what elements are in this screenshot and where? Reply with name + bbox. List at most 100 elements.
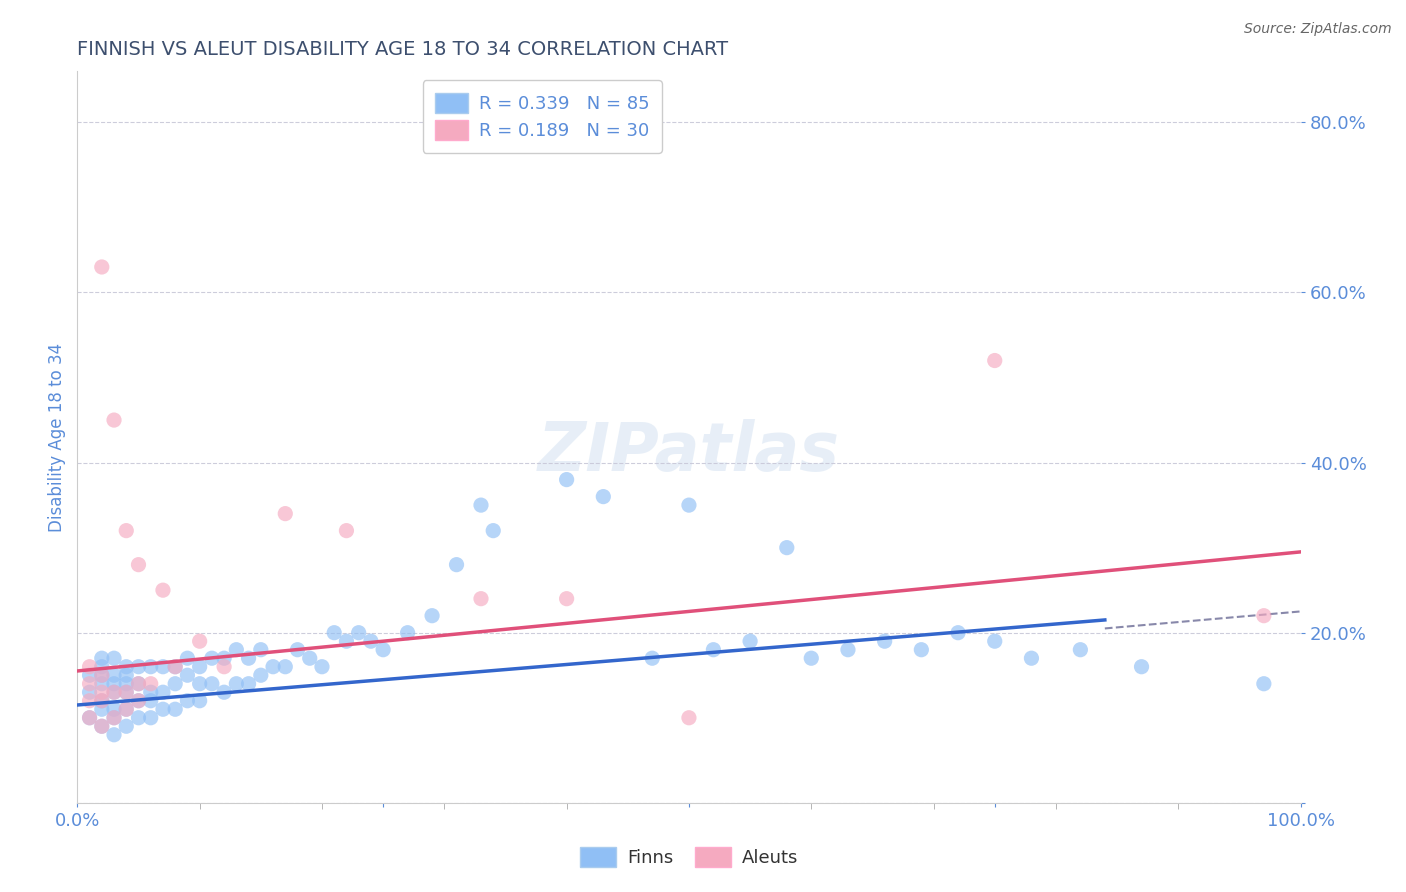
Point — [103, 413, 125, 427]
Point — [115, 719, 138, 733]
Point — [702, 642, 724, 657]
Point — [90, 668, 112, 682]
Point — [103, 651, 125, 665]
Point — [90, 685, 112, 699]
Point — [1021, 651, 1043, 665]
Point — [188, 634, 211, 648]
Point — [1069, 642, 1091, 657]
Point — [470, 498, 492, 512]
Point — [139, 711, 162, 725]
Point — [946, 625, 969, 640]
Point — [274, 659, 297, 673]
Point — [201, 677, 224, 691]
Point — [250, 642, 273, 657]
Point — [212, 651, 235, 665]
Point — [90, 668, 112, 682]
Legend: Finns, Aleuts: Finns, Aleuts — [572, 840, 806, 874]
Point — [115, 685, 138, 699]
Point — [103, 677, 125, 691]
Point — [139, 677, 162, 691]
Point — [212, 659, 235, 673]
Point — [115, 677, 138, 691]
Point — [641, 651, 664, 665]
Point — [165, 659, 187, 673]
Point — [103, 685, 125, 699]
Text: FINNISH VS ALEUT DISABILITY AGE 18 TO 34 CORRELATION CHART: FINNISH VS ALEUT DISABILITY AGE 18 TO 34… — [77, 39, 728, 59]
Point — [176, 651, 198, 665]
Point — [335, 634, 357, 648]
Point — [287, 642, 309, 657]
Point — [90, 719, 112, 733]
Point — [103, 685, 125, 699]
Point — [103, 711, 125, 725]
Point — [837, 642, 859, 657]
Point — [90, 719, 112, 733]
Point — [238, 651, 260, 665]
Point — [139, 694, 162, 708]
Point — [740, 634, 762, 648]
Point — [127, 694, 149, 708]
Point — [115, 659, 138, 673]
Point — [127, 694, 149, 708]
Point — [678, 498, 700, 512]
Point — [127, 558, 149, 572]
Point — [984, 353, 1007, 368]
Point — [873, 634, 896, 648]
Point — [79, 711, 101, 725]
Point — [165, 659, 187, 673]
Point — [298, 651, 321, 665]
Point — [152, 702, 174, 716]
Point — [323, 625, 346, 640]
Point — [188, 659, 211, 673]
Point — [79, 668, 101, 682]
Point — [360, 634, 382, 648]
Point — [274, 507, 297, 521]
Point — [188, 677, 211, 691]
Point — [103, 702, 125, 716]
Point — [984, 634, 1007, 648]
Point — [396, 625, 419, 640]
Point — [127, 677, 149, 691]
Point — [103, 711, 125, 725]
Point — [262, 659, 284, 673]
Point — [152, 659, 174, 673]
Point — [212, 685, 235, 699]
Point — [152, 583, 174, 598]
Point — [776, 541, 799, 555]
Point — [115, 702, 138, 716]
Point — [250, 668, 273, 682]
Point — [127, 711, 149, 725]
Point — [238, 677, 260, 691]
Point — [115, 668, 138, 682]
Point — [115, 702, 138, 716]
Point — [79, 711, 101, 725]
Point — [115, 524, 138, 538]
Point — [90, 694, 112, 708]
Point — [555, 473, 578, 487]
Point — [1253, 677, 1275, 691]
Point — [201, 651, 224, 665]
Point — [165, 702, 187, 716]
Point — [90, 260, 112, 274]
Point — [592, 490, 614, 504]
Point — [79, 694, 101, 708]
Point — [678, 711, 700, 725]
Point — [139, 659, 162, 673]
Point — [139, 685, 162, 699]
Point — [311, 659, 333, 673]
Point — [446, 558, 468, 572]
Point — [910, 642, 932, 657]
Point — [176, 668, 198, 682]
Point — [79, 677, 101, 691]
Point — [115, 685, 138, 699]
Point — [103, 728, 125, 742]
Text: ZIPatlas: ZIPatlas — [538, 418, 839, 484]
Point — [90, 651, 112, 665]
Point — [470, 591, 492, 606]
Point — [90, 702, 112, 716]
Point — [79, 659, 101, 673]
Point — [176, 694, 198, 708]
Point — [1253, 608, 1275, 623]
Point — [188, 694, 211, 708]
Point — [371, 642, 394, 657]
